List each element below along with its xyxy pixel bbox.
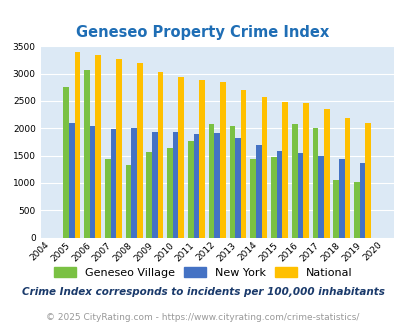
Bar: [152, 132, 157, 238]
Bar: [146, 152, 152, 238]
Bar: [193, 134, 199, 238]
Bar: [178, 77, 183, 238]
Bar: [157, 73, 163, 238]
Bar: [229, 126, 234, 238]
Bar: [116, 59, 121, 238]
Bar: [271, 157, 276, 238]
Bar: [261, 96, 266, 238]
Bar: [199, 80, 205, 238]
Bar: [173, 132, 178, 238]
Bar: [90, 126, 95, 238]
Legend: Geneseo Village, New York, National: Geneseo Village, New York, National: [49, 263, 356, 282]
Bar: [126, 165, 131, 238]
Bar: [333, 180, 338, 238]
Bar: [359, 163, 364, 238]
Text: © 2025 CityRating.com - https://www.cityrating.com/crime-statistics/: © 2025 CityRating.com - https://www.city…: [46, 313, 359, 322]
Bar: [104, 159, 110, 238]
Bar: [250, 159, 255, 238]
Bar: [136, 63, 142, 238]
Bar: [291, 124, 297, 238]
Bar: [208, 124, 214, 238]
Bar: [84, 70, 90, 238]
Bar: [323, 109, 329, 238]
Bar: [95, 55, 101, 238]
Bar: [214, 133, 220, 238]
Text: Crime Index corresponds to incidents per 100,000 inhabitants: Crime Index corresponds to incidents per…: [21, 287, 384, 297]
Bar: [364, 123, 370, 238]
Bar: [167, 148, 173, 238]
Bar: [318, 156, 323, 238]
Bar: [75, 52, 80, 238]
Bar: [255, 145, 261, 238]
Bar: [354, 182, 359, 238]
Bar: [338, 159, 344, 238]
Bar: [234, 138, 240, 238]
Bar: [110, 129, 116, 238]
Bar: [297, 153, 303, 238]
Bar: [312, 128, 318, 238]
Bar: [131, 128, 136, 238]
Bar: [281, 102, 287, 238]
Bar: [303, 103, 308, 238]
Bar: [63, 87, 69, 238]
Bar: [220, 82, 225, 238]
Bar: [240, 90, 246, 238]
Bar: [276, 151, 281, 238]
Bar: [69, 123, 75, 238]
Bar: [188, 141, 193, 238]
Bar: [344, 118, 350, 238]
Text: Geneseo Property Crime Index: Geneseo Property Crime Index: [76, 25, 329, 41]
